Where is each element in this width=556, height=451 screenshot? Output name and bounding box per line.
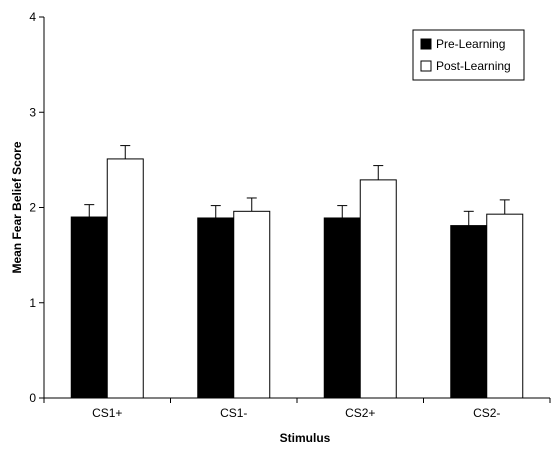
y-axis-title: Mean Fear Belief Score <box>10 141 24 273</box>
bar-post-learning-cs1-plus <box>106 158 144 399</box>
bar-pre-learning-cs2-plus <box>323 217 361 399</box>
legend: Pre-Learning Post-Learning <box>412 29 525 81</box>
y-tick-label: 2 <box>29 201 36 215</box>
x-tick-label: CS2+ <box>345 406 375 420</box>
y-tick-label: 1 <box>29 296 36 310</box>
bar-post-learning-cs2-minus <box>486 213 524 399</box>
bar-pre-learning-cs1-minus <box>197 217 235 399</box>
y-tick-label: 0 <box>29 391 36 405</box>
legend-swatch-post-learning <box>420 60 432 72</box>
x-tick-label: CS2- <box>473 406 500 420</box>
bar-post-learning-cs1-minus <box>233 210 271 399</box>
bar-pre-learning-cs1-plus <box>70 216 108 399</box>
y-tick-label: 4 <box>29 10 36 24</box>
legend-swatch-pre-learning <box>420 38 432 50</box>
x-tick-label: CS1+ <box>92 406 122 420</box>
bars-layer <box>70 145 524 399</box>
bar-pre-learning-cs2-minus <box>450 225 488 399</box>
x-axis-title: Stimulus <box>280 431 331 445</box>
legend-label-post-learning: Post-Learning <box>436 59 511 73</box>
legend-label-pre-learning: Pre-Learning <box>436 37 505 51</box>
legend-box <box>412 29 525 81</box>
axes-layer: 0 1 2 3 4 CS1+ CS1- CS2+ CS2- Stimulus Mean Fear B… <box>10 10 551 445</box>
bar-post-learning-cs2-plus <box>359 179 397 399</box>
y-tick-label: 3 <box>29 105 36 119</box>
x-tick-label: CS1- <box>220 406 247 420</box>
